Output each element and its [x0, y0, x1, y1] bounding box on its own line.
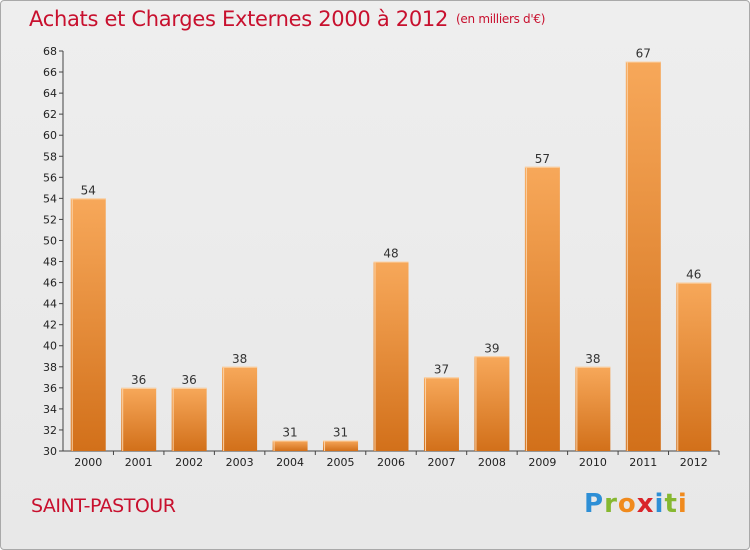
bar — [70, 198, 106, 451]
bar — [423, 377, 459, 451]
bar — [171, 387, 207, 451]
x-tick-label: 2009 — [528, 456, 556, 469]
logo-letter: o — [617, 489, 637, 519]
y-tick-label: 56 — [43, 171, 57, 184]
bar — [373, 261, 409, 451]
y-tick-label: 36 — [43, 382, 57, 395]
bar — [676, 282, 712, 451]
y-tick-label: 64 — [43, 87, 57, 100]
logo-letter: r — [604, 489, 618, 519]
x-tick-label: 2000 — [74, 456, 102, 469]
y-tick-label: 58 — [43, 150, 57, 163]
logo-letter: x — [636, 489, 655, 519]
bar — [575, 366, 611, 451]
bar-value-label: 54 — [81, 183, 96, 197]
bar-value-label: 38 — [585, 352, 600, 366]
bar-value-label: 46 — [686, 268, 701, 282]
bar — [121, 387, 157, 451]
y-tick-label: 50 — [43, 234, 57, 247]
y-tick-label: 34 — [43, 403, 57, 416]
x-tick-label: 2005 — [327, 456, 355, 469]
bar-value-label: 31 — [333, 425, 348, 439]
x-tick-label: 2004 — [276, 456, 304, 469]
chart-subtitle: (en milliers d'€) — [456, 12, 546, 26]
x-tick-label: 2001 — [125, 456, 153, 469]
bar-value-label: 48 — [383, 247, 398, 261]
y-tick-label: 66 — [43, 66, 57, 79]
bar — [323, 440, 359, 451]
bar-value-label: 37 — [434, 362, 449, 376]
bar — [474, 356, 510, 451]
chart-title-text: Achats et Charges Externes 2000 à 2012 — [29, 7, 449, 31]
x-tick-label: 2006 — [377, 456, 405, 469]
y-tick-label: 60 — [43, 129, 57, 142]
y-tick-label: 54 — [43, 192, 57, 205]
bar-value-label: 67 — [636, 47, 651, 61]
y-tick-label: 52 — [43, 213, 57, 226]
y-tick-label: 46 — [43, 277, 57, 290]
bar-value-label: 36 — [131, 373, 146, 387]
x-tick-label: 2008 — [478, 456, 506, 469]
x-tick-label: 2011 — [629, 456, 657, 469]
y-tick-label: 48 — [43, 256, 57, 269]
x-tick-label: 2002 — [175, 456, 203, 469]
bar-value-label: 36 — [182, 373, 197, 387]
bar — [272, 440, 308, 451]
y-tick-label: 68 — [43, 45, 57, 58]
bar — [524, 166, 560, 451]
logo-letter: P — [584, 489, 605, 519]
x-tick-label: 2012 — [680, 456, 708, 469]
y-tick-label: 38 — [43, 361, 57, 374]
bar-value-label: 39 — [484, 341, 499, 355]
proxiti-logo: Proxiti — [584, 489, 688, 519]
bar-value-label: 38 — [232, 352, 247, 366]
x-tick-label: 2007 — [427, 456, 455, 469]
x-tick-label: 2003 — [226, 456, 254, 469]
logo-letter: i — [677, 489, 688, 519]
bar — [222, 366, 258, 451]
y-tick-label: 30 — [43, 445, 57, 458]
logo-letter: i — [654, 489, 665, 519]
y-tick-label: 44 — [43, 298, 57, 311]
commune-name: SAINT-PASTOUR — [31, 495, 176, 517]
y-tick-label: 62 — [43, 108, 57, 121]
y-tick-label: 32 — [43, 424, 57, 437]
x-tick-label: 2010 — [579, 456, 607, 469]
bar-value-label: 31 — [282, 425, 297, 439]
logo-letter: t — [664, 489, 678, 519]
chart-title: Achats et Charges Externes 2000 à 2012 (e… — [29, 7, 545, 31]
bar — [625, 61, 661, 452]
y-tick-label: 42 — [43, 319, 57, 332]
y-tick-label: 40 — [43, 340, 57, 353]
bar-value-label: 57 — [535, 152, 550, 166]
